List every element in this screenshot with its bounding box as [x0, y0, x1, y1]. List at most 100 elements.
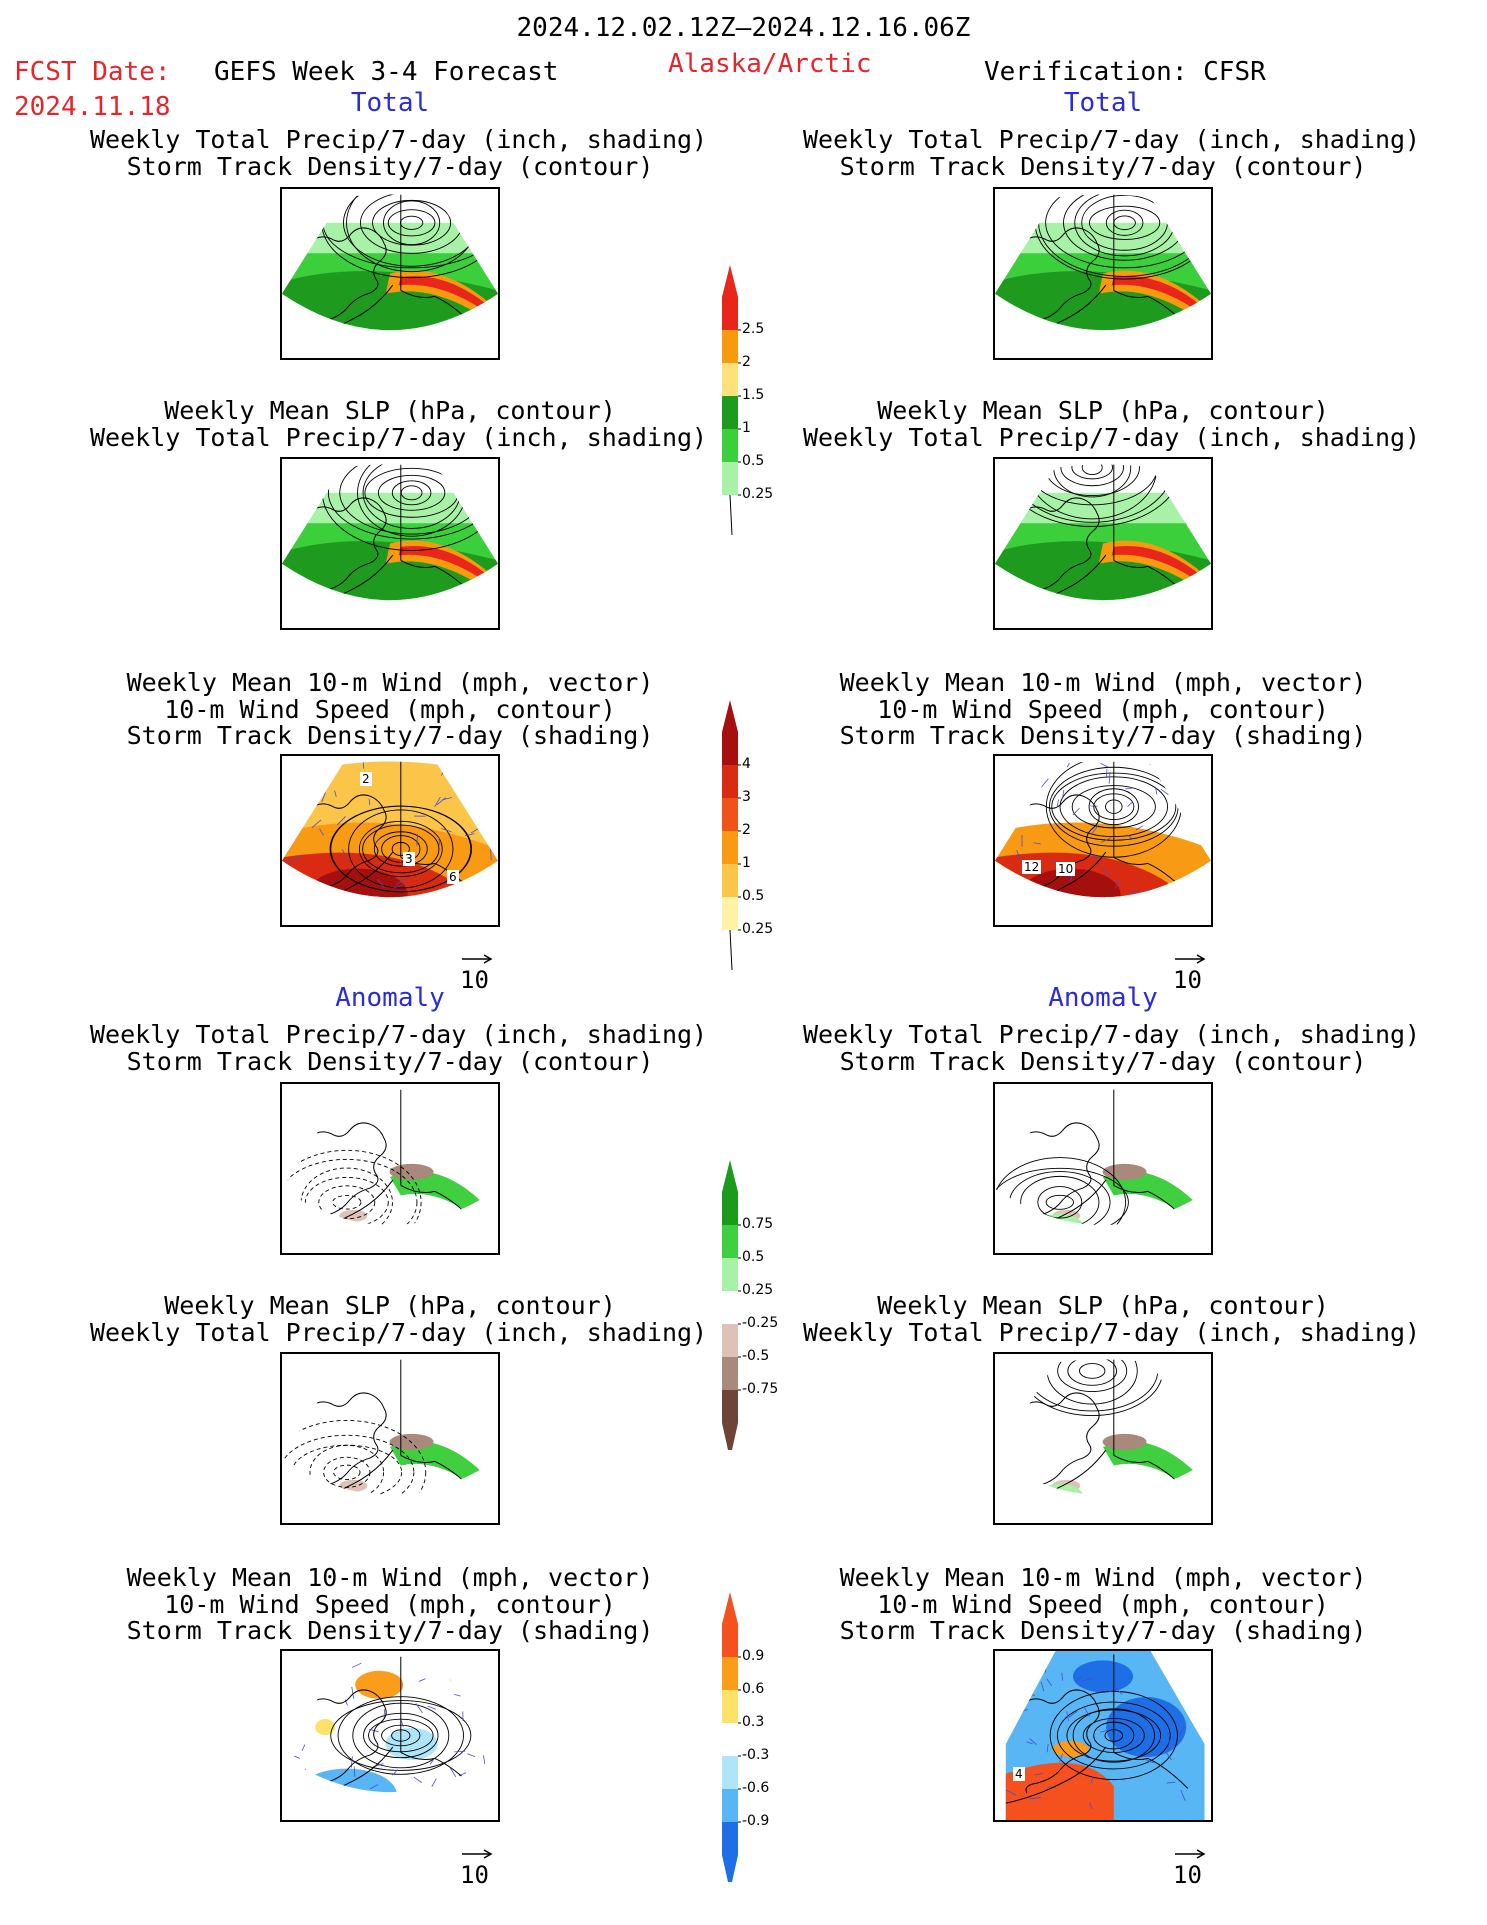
panel-title-total-slp-left: Weekly Mean SLP (hPa, contour) Weekly To…	[90, 396, 708, 452]
colorbar-label: 1	[742, 420, 751, 436]
wind-vector	[1014, 1674, 1018, 1686]
colorbar-label: 3	[742, 789, 751, 805]
contour-line	[304, 1176, 389, 1226]
wind-vector	[1011, 813, 1019, 816]
verification-label: Verification: CFSR	[984, 57, 1266, 87]
precip-shading	[1111, 545, 1211, 591]
storm-anomaly-shading	[315, 1719, 336, 1736]
wind-vector	[441, 765, 448, 776]
wind-vector	[311, 1656, 322, 1660]
aleutian-chain	[1005, 1179, 1107, 1226]
wind-vector	[449, 1679, 456, 1686]
colorbar-label: 2	[742, 822, 751, 838]
wind-vector	[1160, 788, 1169, 795]
colorbar-segment	[722, 297, 738, 330]
aleutian-chain	[292, 1179, 394, 1226]
contour-label: 4	[1013, 1767, 1025, 1781]
colorbar-segment	[722, 1789, 738, 1822]
wind-vector	[1178, 1726, 1185, 1736]
map-anom-precip-left	[280, 1082, 500, 1255]
reference-vector-label: 10	[1173, 966, 1202, 994]
storm-anomaly-shading	[1005, 1762, 1114, 1820]
wind-vector	[488, 867, 497, 871]
wind-vector	[396, 880, 406, 885]
aleutian-chain	[292, 851, 394, 898]
wind-vector	[350, 1756, 353, 1768]
map-anom-precip-right	[993, 1082, 1213, 1255]
colorbar-segment	[722, 765, 738, 798]
storm-anomaly-shading	[1106, 1697, 1187, 1758]
coastline	[1020, 497, 1100, 601]
wind-vector	[1174, 881, 1185, 890]
wind-vector	[337, 816, 346, 826]
reference-vector-icon: 10	[460, 1845, 500, 1889]
wind-vector	[1059, 1753, 1063, 1763]
precip-anomaly-shading	[390, 1171, 498, 1226]
wind-vector	[1135, 1733, 1142, 1744]
wind-vector	[1033, 842, 1041, 845]
reference-vector-icon: 10	[1173, 1845, 1213, 1889]
colorbar-label: 1	[742, 855, 751, 871]
map-anom-wind-left	[280, 1649, 500, 1822]
wind-vector	[454, 1750, 466, 1753]
contour-line	[387, 209, 436, 237]
precip-shading	[1098, 540, 1211, 598]
precip-anomaly-shading	[339, 1209, 368, 1222]
wind-vector	[1100, 837, 1112, 843]
wind-vector	[1127, 801, 1134, 807]
contour-line	[383, 200, 441, 246]
contour-line	[309, 1444, 385, 1496]
contour-label: 12	[1022, 860, 1042, 874]
colorbar-label: 2	[742, 354, 751, 370]
coastline	[307, 1689, 387, 1793]
wind-vector	[1085, 756, 1095, 758]
wind-vector	[1103, 867, 1111, 877]
wind-vector	[1056, 799, 1059, 807]
wind-vector	[283, 837, 290, 843]
fcst-date: 2024.11.18	[14, 92, 171, 122]
storm-anomaly-shading	[296, 1768, 397, 1793]
contour-line	[1088, 205, 1161, 240]
wind-vector	[427, 1705, 437, 1710]
wind-vector	[351, 1662, 362, 1668]
wind-vector	[316, 1678, 323, 1683]
wind-vector	[431, 1778, 437, 1787]
wind-vector	[376, 878, 385, 889]
colorbar-label: 0.25	[742, 1282, 774, 1298]
colorbar-top-triangle	[722, 265, 738, 297]
colorbar-segment	[722, 1357, 738, 1390]
wind-vector	[292, 761, 300, 772]
wind-vector	[1046, 1743, 1049, 1753]
reference-vector-icon: 10	[460, 950, 500, 994]
contour-line	[318, 1185, 376, 1220]
wind-vector	[298, 1768, 306, 1776]
precip-shading	[1111, 275, 1211, 321]
wind-vector	[1094, 853, 1100, 865]
coastline	[307, 227, 387, 331]
colorbar-segment	[722, 1192, 738, 1225]
colorbar-bottom-tail	[729, 929, 733, 971]
coastline	[1020, 794, 1100, 898]
wind-vector	[361, 903, 369, 904]
wind-vector	[301, 1744, 306, 1752]
coastline	[1020, 1122, 1100, 1226]
fcst-date-label: FCST Date:	[14, 57, 171, 87]
wind-vector	[489, 801, 498, 805]
map-anom-slp-left	[280, 1352, 500, 1525]
map-total-slp-left	[280, 457, 500, 630]
wind-vector	[297, 1707, 306, 1709]
precip-anomaly-shading	[1102, 1433, 1147, 1450]
wind-vector	[441, 828, 452, 833]
wind-vector	[429, 1758, 435, 1765]
map-total-slp-right	[993, 457, 1213, 630]
colorbar-segment	[722, 732, 738, 765]
aleutian-chain	[1005, 284, 1107, 331]
wind-vector	[1083, 1706, 1090, 1717]
wind-vector	[416, 834, 418, 846]
wind-vector	[331, 756, 341, 757]
wind-vector	[334, 790, 337, 797]
colorbar-label: 0.75	[742, 1216, 774, 1232]
panel-title-anom-wind-right: Weekly Mean 10-m Wind (mph, vector) 10-m…	[839, 1563, 1367, 1645]
wind-vector	[1068, 1710, 1078, 1718]
coastline	[1020, 1689, 1100, 1794]
